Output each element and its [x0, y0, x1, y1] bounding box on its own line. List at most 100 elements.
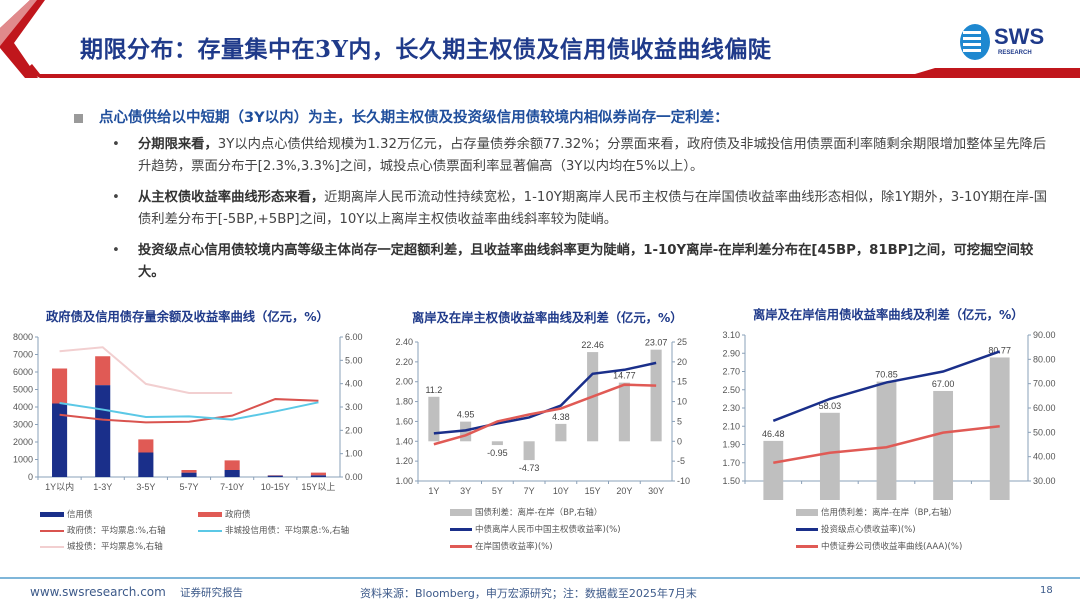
bar — [95, 356, 111, 386]
legend-item: 投资级点心债收益率)(%) — [796, 523, 916, 535]
bar — [989, 357, 1010, 500]
left-tick-label: 4000 — [13, 402, 33, 412]
lead-point: 点心债供给以中短期（3Y以内）为主，长久期主权债及投资级信用债较境内相似券尚存一… — [74, 106, 729, 127]
left-tick-label: 2.40 — [395, 337, 413, 347]
right-tick-label: 80.00 — [1033, 354, 1056, 364]
x-tick-label: 15Y — [585, 486, 601, 496]
left-tick-label: 3000 — [13, 420, 33, 430]
data-label: 67.00 — [932, 379, 955, 389]
x-tick-label: 20Y — [616, 486, 632, 496]
legend-item: 国债利差：离岸-在岸（BP,右轴） — [450, 506, 602, 518]
x-tick-label: 1Y — [428, 486, 439, 496]
page-title: 期限分布：存量集中在3Y内，长久期主权债及信用债收益曲线偏陡 — [80, 36, 772, 63]
left-tick-label: 2000 — [13, 437, 33, 447]
right-tick-label: 0 — [677, 436, 682, 446]
bar — [491, 441, 503, 446]
left-tick-label: 8000 — [13, 332, 33, 342]
right-tick-label: 20 — [677, 357, 687, 367]
left-tick-label: 2.00 — [395, 377, 413, 387]
legend-item: 信用债 — [40, 508, 93, 520]
bar — [224, 470, 240, 477]
right-tick-label: 60.00 — [1033, 403, 1056, 413]
bar — [95, 385, 111, 477]
header-decoration — [0, 0, 1080, 78]
bar — [819, 412, 840, 500]
x-tick-label: 3-5Y — [136, 482, 155, 492]
right-tick-label: 70.00 — [1033, 379, 1056, 389]
bullet-item: • 从主权债收益率曲线形态来看，近期离岸人民币流动性持续宽松，1-10Y期离岸人民… — [112, 187, 1052, 230]
left-tick-label: 0 — [28, 472, 33, 482]
left-tick-label: 2.90 — [722, 348, 740, 358]
source-note: 资料来源：Bloomberg，申万宏源研究；注：数据截至2025年7月末 — [360, 587, 697, 600]
x-tick-label: 30Y — [648, 486, 664, 496]
right-tick-label: 10 — [677, 397, 687, 407]
bar — [181, 472, 197, 477]
bar — [138, 452, 154, 477]
data-label: 80.77 — [988, 345, 1011, 355]
logo-text: SWS — [994, 24, 1045, 49]
legend-item: 政府债：平均票息:%,右轴 — [40, 524, 166, 536]
bar — [618, 382, 630, 442]
legend-item: 在岸国债收益率)(%) — [450, 540, 553, 552]
series-line — [59, 346, 233, 394]
right-tick-label: 6.00 — [345, 332, 363, 342]
right-tick-label: 5 — [677, 416, 682, 426]
left-tick-label: 2.10 — [722, 421, 740, 431]
left-tick-label: 7000 — [13, 350, 33, 360]
chart-stock-balance: 0 1000 2000 3000 4000 5000 6000 7000 8000 0.00 1.0… — [13, 332, 363, 492]
chart3-title: 离岸及在岸信用债收益率曲线及利差（亿元，%） — [753, 308, 1024, 322]
data-label: 14.77 — [613, 371, 636, 381]
x-tick-label: 10Y — [553, 486, 569, 496]
doc-type: 证券研究报告 — [180, 587, 243, 599]
chart2-title: 离岸及在岸主权债收益率曲线及利差（亿元，%） — [412, 311, 683, 325]
bar — [310, 472, 326, 476]
left-tick-label: 1.70 — [722, 458, 740, 468]
right-tick-label: 5.00 — [345, 355, 363, 365]
left-tick-label: 1.60 — [395, 416, 413, 426]
bar — [933, 390, 954, 500]
legend-item: 中债证券公司债收益率曲线(AAA)(%) — [796, 540, 962, 552]
left-tick-label: 2.20 — [395, 357, 413, 367]
chart-credit-curve: 1.50 1.70 1.90 2.10 2.30 2.50 2.70 2.90 3.10 30.0… — [722, 330, 1056, 500]
data-label: 4.95 — [457, 410, 475, 420]
left-tick-label: 1.90 — [722, 440, 740, 450]
data-label: -0.95 — [487, 448, 508, 458]
right-tick-label: 90.00 — [1033, 330, 1056, 340]
left-tick-label: 1.50 — [722, 476, 740, 486]
bullet-item: • 分期限来看，3Y以内点心债供给规模为1.32万亿元，占存量债券余额77.32%… — [112, 134, 1052, 177]
left-tick-label: 2.70 — [722, 367, 740, 377]
website-link[interactable]: www.swsresearch.com — [30, 585, 166, 599]
x-tick-label: 5-7Y — [179, 482, 198, 492]
data-label: -4.73 — [519, 463, 540, 473]
right-tick-label: 1.00 — [345, 449, 363, 459]
bar — [267, 475, 283, 477]
data-label: 23.07 — [645, 338, 668, 348]
left-tick-label: 2.30 — [722, 403, 740, 413]
right-tick-label: -10 — [677, 476, 690, 486]
footer-divider — [0, 577, 1080, 579]
page-number: 18 — [1040, 585, 1053, 596]
left-tick-label: 1.20 — [395, 456, 413, 466]
x-tick-label: 3Y — [460, 486, 471, 496]
left-tick-label: 1000 — [13, 455, 33, 465]
x-tick-label: 1-3Y — [93, 482, 112, 492]
left-tick-label: 2.50 — [722, 385, 740, 395]
bullet-item: • 投资级点心信用债较境内高等级主体尚存一定超额利差，且收益率曲线斜率更为陡峭，1… — [112, 240, 1052, 283]
left-tick-label: 6000 — [13, 367, 33, 377]
bullet-bold: 投资级点心信用债较境内高等级主体尚存一定超额利差，且收益率曲线斜率更为陡峭，1-… — [138, 243, 1034, 280]
right-tick-label: 0.00 — [345, 472, 363, 482]
bar — [224, 460, 240, 470]
logo-subtext: RESEARCH — [998, 50, 1032, 56]
right-tick-label: -5 — [677, 456, 685, 466]
x-tick-label: 7Y — [524, 486, 535, 496]
data-label: 11.2 — [425, 385, 442, 395]
x-tick-label: 10-15Y — [261, 482, 290, 492]
left-tick-label: 1.40 — [395, 436, 413, 446]
x-tick-label: 5Y — [492, 486, 503, 496]
bar — [138, 439, 154, 453]
left-tick-label: 5000 — [13, 385, 33, 395]
bar — [310, 475, 326, 477]
sws-logo: SWS RESEARCH — [958, 22, 1058, 66]
bar — [876, 381, 897, 500]
bar — [52, 403, 68, 477]
